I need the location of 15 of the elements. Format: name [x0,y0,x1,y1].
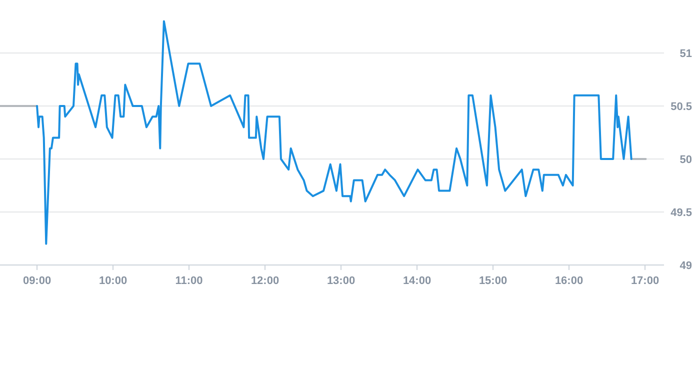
y-tick-label: 50.5 [670,101,692,113]
x-tick-label: 14:00 [402,275,432,287]
x-tick-label: 10:00 [98,275,128,287]
y-tick-label: 49 [680,260,692,272]
x-tick-label: 11:00 [175,275,203,287]
y-tick-label: 50 [680,154,692,166]
y-tick-label: 49.5 [670,207,692,219]
x-tick-label: 16:00 [554,275,584,287]
x-tick-label: 15:00 [478,275,508,287]
x-tick-label: 17:00 [630,275,660,287]
x-tick-label: 12:00 [250,275,280,287]
y-tick-label: 51 [680,48,692,60]
x-tick-label: 13:00 [326,275,356,287]
x-tick-label: 09:00 [22,275,52,287]
line-series [36,20,632,245]
